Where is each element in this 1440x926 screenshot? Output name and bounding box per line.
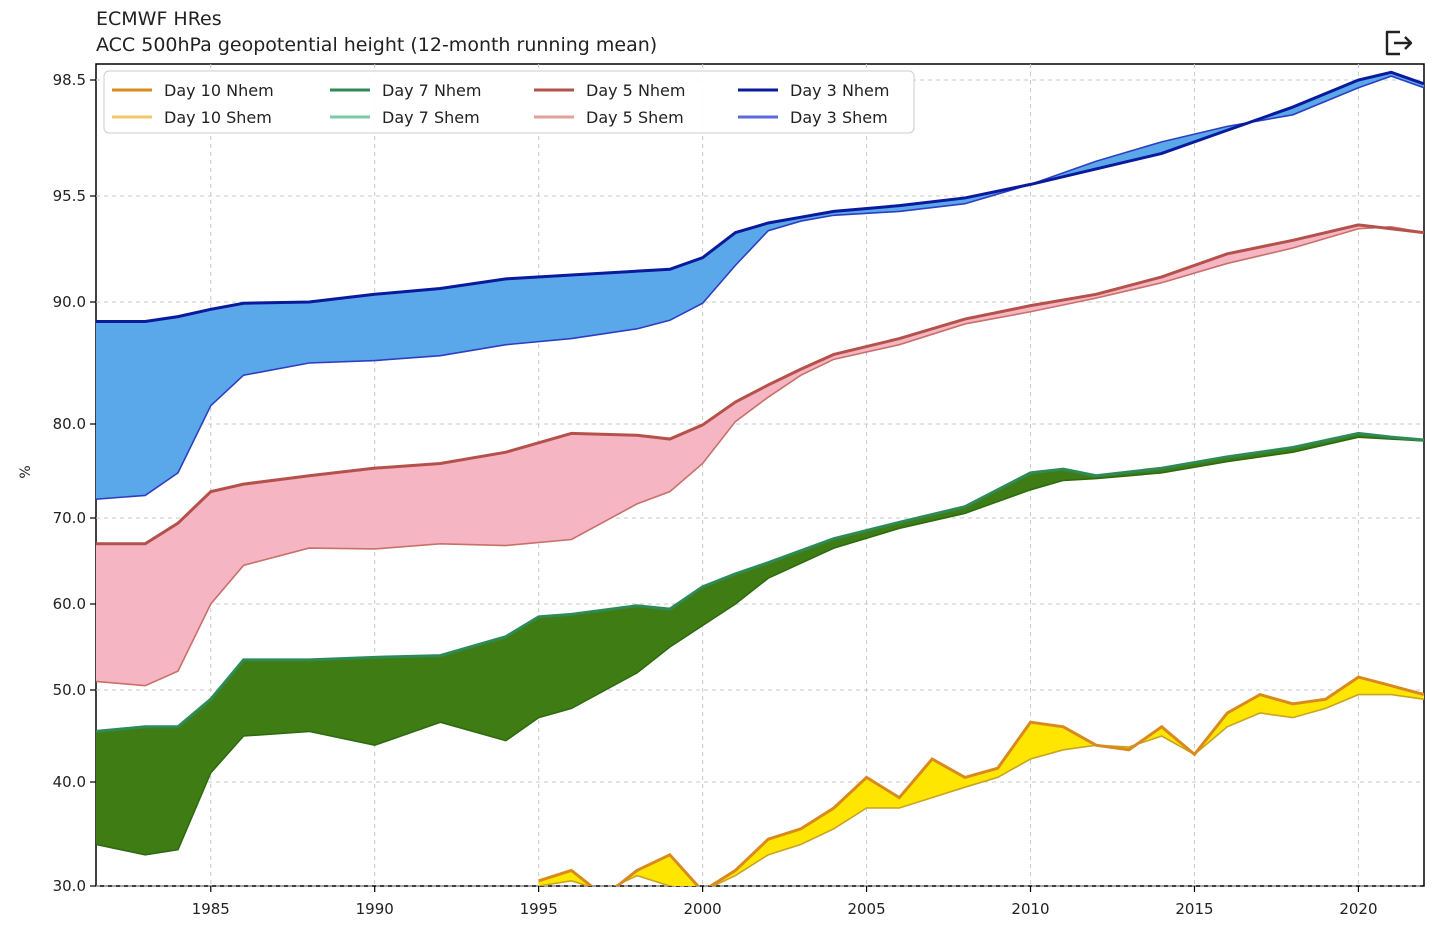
x-tick-label: 2005	[847, 900, 885, 918]
x-tick-label: 2010	[1011, 900, 1049, 918]
day-10-shem-line	[538, 693, 1424, 886]
legend-label: Day 7 Nhem	[382, 81, 481, 100]
chart-title: ECMWF HRes	[96, 8, 222, 30]
y-tick-label: 70.0	[53, 509, 86, 527]
y-axis-label: %	[18, 465, 34, 478]
x-axis: 1985 1990 1995 2000 2005 2010 2015 2020	[192, 886, 1378, 918]
legend-label: Day 10 Nhem	[164, 81, 274, 100]
legend-label: Day 7 Shem	[382, 108, 480, 127]
day-5-shem-line	[96, 226, 1424, 687]
y-tick-label: 95.5	[53, 187, 86, 205]
day-3-nhem-line	[96, 70, 1424, 324]
chart-title-block: ECMWF HRes ACC 500hPa geopotential heigh…	[96, 6, 657, 58]
legend-label: Day 5 Shem	[586, 108, 684, 127]
y-tick-label: 40.0	[53, 773, 86, 791]
x-tick-label: 1995	[520, 900, 558, 918]
legend-label: Day 3 Shem	[790, 108, 888, 127]
day-7-shem-line	[96, 436, 1424, 856]
y-tick-label: 90.0	[53, 293, 86, 311]
export-icon	[1385, 30, 1413, 56]
y-tick-label: 30.0	[53, 877, 86, 895]
legend-label: Day 10 Shem	[164, 108, 272, 127]
x-tick-label: 2020	[1339, 900, 1377, 918]
day-3-shem-line	[96, 75, 1424, 500]
legend-label: Day 3 Nhem	[790, 81, 889, 100]
series-bands	[96, 70, 1424, 886]
x-tick-label: 2000	[684, 900, 722, 918]
x-tick-label: 1985	[192, 900, 230, 918]
export-button[interactable]	[1382, 28, 1416, 58]
y-tick-label: 98.5	[53, 71, 86, 89]
y-axis: 30.0 40.0 50.0 60.0 70.0 80.0 90.0 95.5 98.5	[53, 71, 96, 895]
legend: Day 10 Nhem Day 10 Shem Day 7 Nhem Day 7 Sh…	[103, 70, 915, 134]
y-tick-label: 60.0	[53, 595, 86, 613]
x-tick-label: 2015	[1175, 900, 1213, 918]
plot-area	[95, 63, 1425, 887]
day-5-nhem-line	[96, 223, 1424, 546]
y-tick-label: 80.0	[53, 415, 86, 433]
day-10-nhem-line	[538, 675, 1424, 886]
legend-label: Day 5 Nhem	[586, 81, 685, 100]
y-tick-label: 50.0	[53, 681, 86, 699]
x-tick-label: 1990	[356, 900, 394, 918]
legend-box	[103, 70, 915, 134]
chart-subtitle: ACC 500hPa geopotential height (12-month…	[96, 34, 658, 56]
day-7-nhem-line	[96, 431, 1424, 733]
